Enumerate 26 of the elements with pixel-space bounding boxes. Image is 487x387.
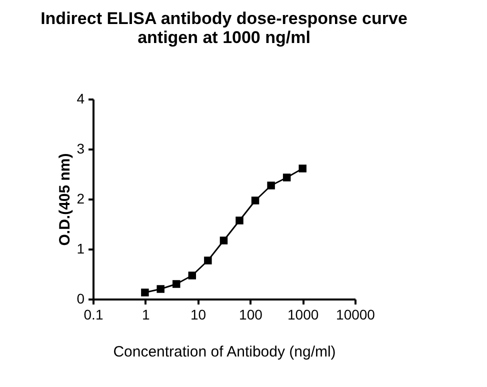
point (236, 216, 244, 224)
y-axis-title: O.D.(405 nm) (56, 153, 74, 246)
point (267, 182, 275, 190)
point (156, 285, 164, 293)
x-axis-title: Concentration of Antibody (ng/ml) (113, 344, 336, 360)
text: antigen at 1000 ng/ml (138, 28, 310, 47)
y-tick-label: 4 (76, 90, 85, 106)
y-tick-label: 3 (76, 140, 85, 156)
y-tick-label: 2 (76, 190, 85, 206)
point (204, 256, 212, 264)
x-tick-label: 1 (142, 306, 150, 322)
text: Indirect ELISA antibody dose-response curve (40, 9, 408, 28)
x-tick-label: 100 (239, 306, 263, 322)
point (220, 236, 228, 244)
point (172, 280, 180, 288)
x-tick-label: 10 (190, 306, 206, 322)
point (141, 288, 149, 296)
y-tick-label: 1 (76, 240, 85, 256)
x-tick-label: 10000 (336, 306, 376, 322)
point (282, 174, 291, 182)
y-tick-label: 0 (76, 290, 85, 306)
x-tick-label: 1000 (288, 306, 319, 322)
x-tick-label: 0.1 (84, 306, 104, 322)
point (188, 272, 196, 280)
point (298, 164, 306, 172)
point (251, 196, 260, 204)
